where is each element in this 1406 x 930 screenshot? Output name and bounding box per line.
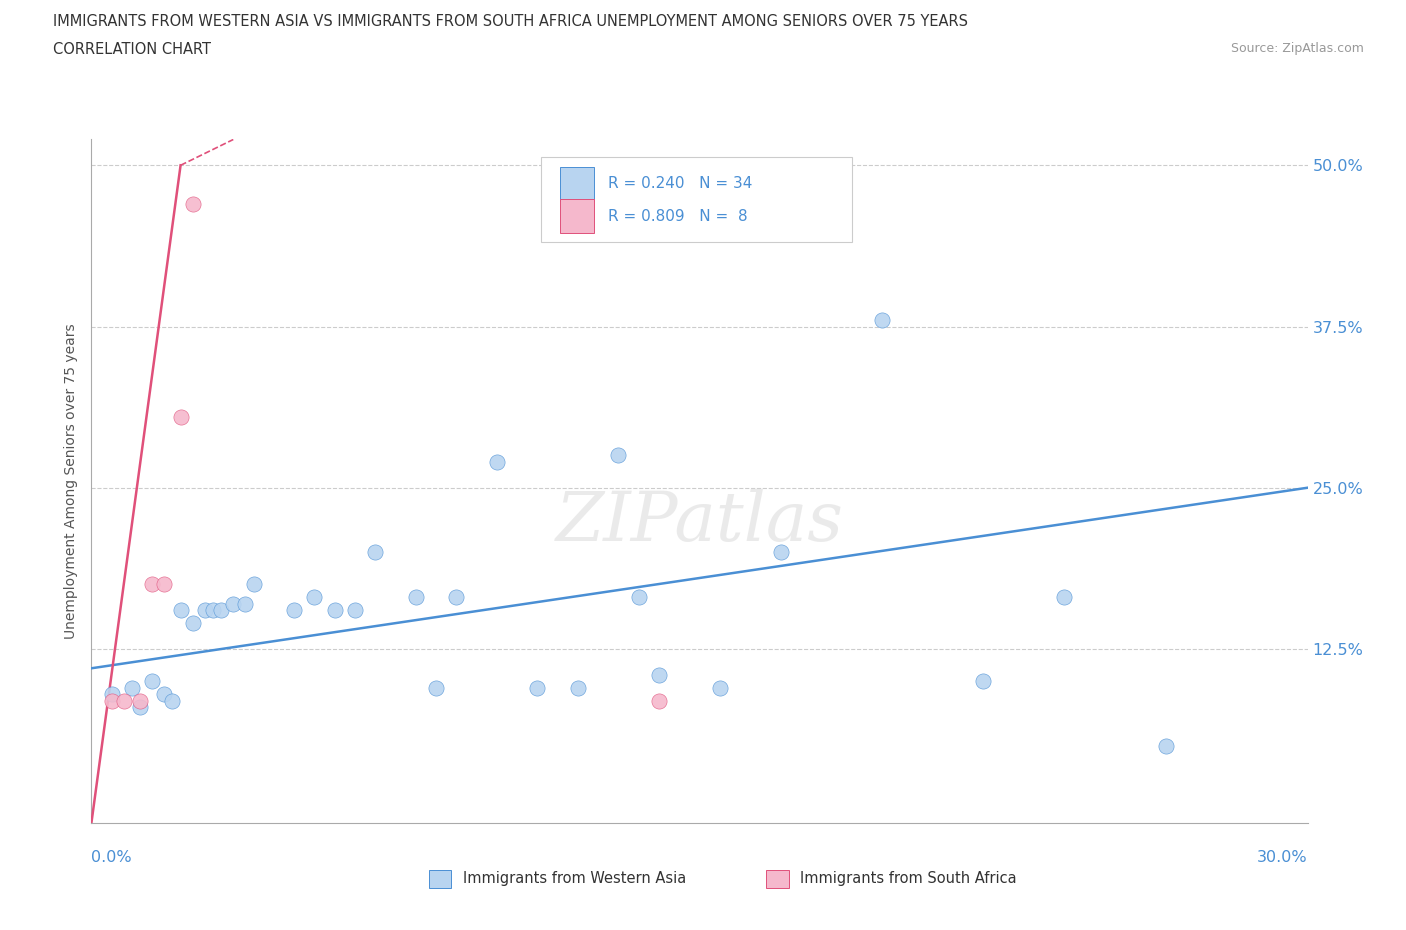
Point	[283, 603, 305, 618]
Text: Immigrants from Western Asia: Immigrants from Western Asia	[463, 871, 686, 886]
Point	[209, 603, 232, 618]
Text: Immigrants from South Africa: Immigrants from South Africa	[800, 871, 1017, 886]
Point	[141, 673, 163, 688]
Point	[129, 699, 152, 714]
Point	[235, 596, 257, 611]
Point	[222, 596, 245, 611]
Point	[181, 196, 204, 211]
Point	[121, 680, 143, 695]
Point	[100, 686, 122, 701]
Point	[169, 603, 191, 618]
Point	[648, 693, 671, 708]
Point	[1053, 590, 1076, 604]
FancyBboxPatch shape	[766, 870, 789, 888]
Point	[607, 448, 630, 463]
Point	[162, 693, 184, 708]
Point	[202, 603, 225, 618]
Point	[526, 680, 548, 695]
Text: R = 0.240   N = 34: R = 0.240 N = 34	[609, 177, 752, 192]
Point	[405, 590, 427, 604]
Point	[972, 673, 994, 688]
Point	[129, 693, 152, 708]
FancyBboxPatch shape	[560, 166, 593, 201]
Point	[425, 680, 447, 695]
Point	[153, 577, 176, 591]
Point	[485, 455, 508, 470]
Point	[181, 616, 204, 631]
FancyBboxPatch shape	[560, 199, 593, 233]
Point	[364, 545, 387, 560]
Y-axis label: Unemployment Among Seniors over 75 years: Unemployment Among Seniors over 75 years	[63, 324, 77, 639]
Point	[709, 680, 731, 695]
Text: Source: ZipAtlas.com: Source: ZipAtlas.com	[1230, 42, 1364, 55]
Text: IMMIGRANTS FROM WESTERN ASIA VS IMMIGRANTS FROM SOUTH AFRICA UNEMPLOYMENT AMONG : IMMIGRANTS FROM WESTERN ASIA VS IMMIGRAN…	[53, 14, 969, 29]
Point	[242, 577, 264, 591]
Text: CORRELATION CHART: CORRELATION CHART	[53, 42, 211, 57]
Point	[1154, 738, 1177, 753]
FancyBboxPatch shape	[541, 156, 852, 242]
Point	[648, 668, 671, 683]
Point	[567, 680, 589, 695]
Point	[169, 409, 191, 424]
Point	[769, 545, 792, 560]
Point	[343, 603, 366, 618]
Text: R = 0.809   N =  8: R = 0.809 N = 8	[609, 208, 748, 223]
Point	[323, 603, 346, 618]
Point	[627, 590, 650, 604]
Text: ZIPatlas: ZIPatlas	[555, 489, 844, 556]
Text: 30.0%: 30.0%	[1257, 850, 1308, 866]
FancyBboxPatch shape	[429, 870, 451, 888]
Point	[153, 686, 176, 701]
Point	[141, 577, 163, 591]
Point	[194, 603, 217, 618]
Point	[304, 590, 326, 604]
Point	[444, 590, 467, 604]
Point	[100, 693, 122, 708]
Point	[112, 693, 135, 708]
Point	[870, 312, 893, 327]
Text: 0.0%: 0.0%	[91, 850, 132, 866]
